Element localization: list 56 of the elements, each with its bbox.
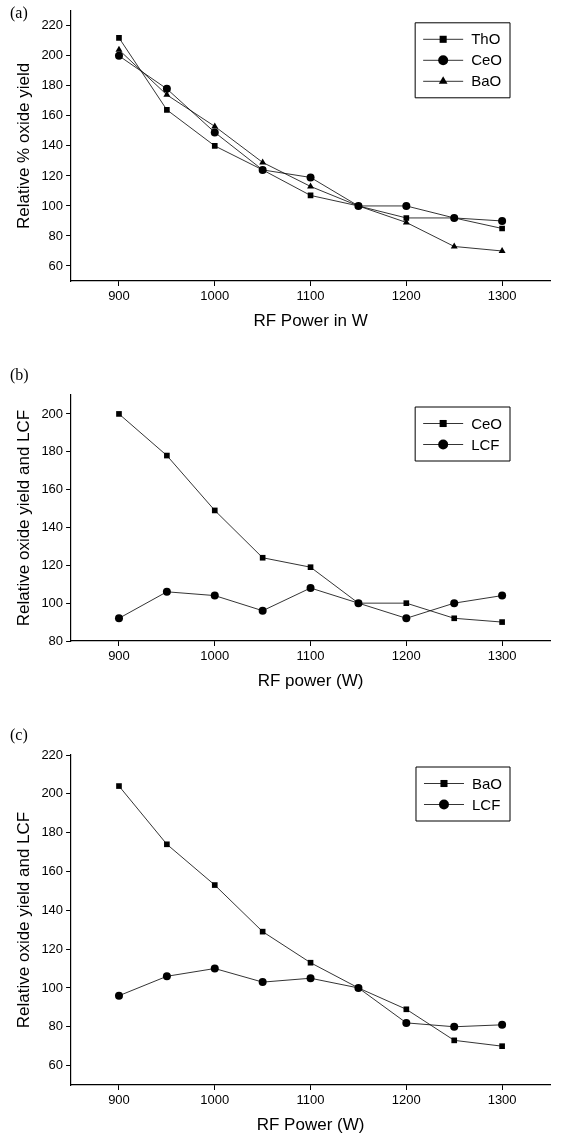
y-tick-label: 120 <box>41 940 64 956</box>
x-tick-label: 900 <box>108 1092 130 1108</box>
x-axis-title: RF Power in W <box>253 311 368 331</box>
x-tick-label: 1000 <box>200 648 230 664</box>
y-axis-title: Relative oxide yield and LCF <box>13 409 33 627</box>
y-tick-label: 160 <box>41 863 64 879</box>
y-axis-title: Relative oxide yield and LCF <box>13 811 33 1029</box>
x-tick-label: 1300 <box>487 288 517 304</box>
y-tick-label: 140 <box>41 901 64 917</box>
x-tick-label: 1100 <box>296 288 325 304</box>
y-tick-label: 80 <box>48 227 64 243</box>
y-tick-label: 120 <box>41 556 64 572</box>
y-tick-label: 120 <box>41 167 64 183</box>
y-tick-label: 80 <box>48 632 64 648</box>
x-tick-label: 1100 <box>296 1092 325 1108</box>
y-tick-label: 140 <box>41 137 64 153</box>
y-tick-label: 220 <box>41 746 64 762</box>
x-tick-label: 900 <box>108 648 130 664</box>
legend-label: CeO <box>471 51 502 69</box>
legend-label: LCF <box>471 435 500 453</box>
y-tick-label: 80 <box>48 1018 64 1034</box>
y-tick-label: 60 <box>48 257 64 273</box>
x-tick-label: 900 <box>108 288 130 304</box>
y-tick-label: 180 <box>41 824 64 840</box>
x-tick-label: 1200 <box>391 288 421 304</box>
y-tick-label: 180 <box>41 443 64 459</box>
legend-label: CeO <box>471 414 502 432</box>
x-tick-label: 1200 <box>391 1092 421 1108</box>
legend-label: BaO <box>471 72 502 90</box>
x-tick-label: 1300 <box>487 648 517 664</box>
x-axis-title: RF power (W) <box>257 671 364 691</box>
x-tick-label: 1000 <box>200 288 230 304</box>
x-tick-label: 1200 <box>391 648 421 664</box>
y-tick-label: 160 <box>41 481 64 497</box>
y-tick-label: 100 <box>41 979 64 995</box>
y-tick-label: 200 <box>41 785 64 801</box>
legend-label: LCF <box>471 795 501 813</box>
y-tick-label: 60 <box>48 1057 64 1073</box>
y-tick-label: 100 <box>41 197 64 213</box>
y-tick-label: 220 <box>41 17 64 33</box>
y-tick-label: 180 <box>41 77 64 93</box>
y-tick-label: 200 <box>41 47 64 63</box>
x-axis-title: RF Power (W) <box>256 1115 365 1135</box>
y-axis-title: Relative % oxide yield <box>13 62 33 230</box>
x-tick-label: 1300 <box>487 1092 517 1108</box>
chart-title: (b) <box>10 366 29 385</box>
y-tick-label: 100 <box>41 594 64 610</box>
chart-title: (a) <box>10 4 28 23</box>
x-tick-label: 1100 <box>296 648 325 664</box>
x-tick-label: 1000 <box>200 1092 230 1108</box>
y-tick-label: 200 <box>41 405 64 421</box>
legend-label: BaO <box>471 774 502 792</box>
y-tick-label: 140 <box>41 519 64 535</box>
legend-label: ThO <box>471 30 501 48</box>
chart-title: (c) <box>10 726 28 745</box>
y-tick-label: 160 <box>41 107 64 123</box>
